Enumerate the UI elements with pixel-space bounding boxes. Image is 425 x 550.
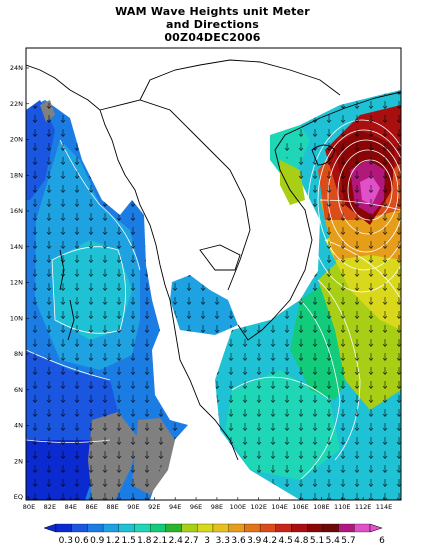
- lon-tick-label: 84E: [65, 503, 77, 511]
- colorbar-label: 1.2: [106, 536, 120, 546]
- lat-tick-label: 4N: [14, 422, 23, 430]
- colorbar-swatch: [134, 523, 151, 533]
- lon-tick-label: 94E: [169, 503, 181, 511]
- colorbar-swatch: [259, 523, 276, 533]
- lat-tick-label: 14N: [10, 243, 23, 251]
- colorbar-swatch: [307, 523, 324, 533]
- lat-tick-label: 18N: [10, 171, 23, 179]
- colorbar-label: 1.5: [121, 536, 135, 546]
- colorbar-swatch: [354, 523, 371, 533]
- lon-tick-label: 92E: [148, 503, 160, 511]
- lat-tick-label: 24N: [10, 64, 23, 72]
- lon-tick-label: 98E: [211, 503, 223, 511]
- map-title-date: 00Z04DEC2006: [164, 31, 261, 44]
- lon-tick-label: 88E: [106, 503, 118, 511]
- colorbar-swatch: [244, 523, 261, 533]
- colorbar-label: 4.5: [278, 536, 292, 546]
- lon-tick-label: 80E: [23, 503, 35, 511]
- lon-tick-label: 96E: [190, 503, 202, 511]
- lon-tick-label: 112E: [355, 503, 372, 511]
- colorbar-label: 4.2: [263, 536, 277, 546]
- lat-tick-label: 16N: [10, 207, 23, 215]
- coastlines: [26, 59, 401, 461]
- colorbar-swatch: [322, 523, 339, 533]
- colorbar-label: 0.3: [59, 536, 73, 546]
- lon-tick-label: 108E: [313, 503, 330, 511]
- colorbar-label: 2.7: [184, 536, 198, 546]
- colorbar-label: 6: [379, 536, 385, 546]
- colorbar-swatch: [87, 523, 104, 533]
- colorbar-swatch: [181, 523, 198, 533]
- colorbar-swatch: [291, 523, 308, 533]
- colorbar-swatch: [55, 523, 72, 533]
- lat-tick-label: 8N: [14, 350, 23, 358]
- lat-tick-label: 12N: [10, 279, 23, 287]
- colorbar-label: 3.6: [231, 536, 246, 546]
- map-title-line2: and Directions: [165, 18, 260, 31]
- colorbar-label: 5.7: [341, 536, 355, 546]
- colorbar-label: 1.8: [137, 536, 152, 546]
- lon-tick-label: 90E: [127, 503, 139, 511]
- map-frame: [25, 47, 402, 501]
- colorbar-high-arrow: [369, 523, 383, 533]
- colorbar: 0.3 0.6 0.9 1.2 1.5 1.8 2.1 2.4 2.7 3 3.3 3.6 3.9 4.2…: [43, 523, 385, 546]
- wave-field: [26, 59, 401, 500]
- lon-tick-label: 82E: [44, 503, 56, 511]
- colorbar-label: 3: [204, 536, 210, 546]
- colorbar-swatch: [102, 523, 119, 533]
- lon-tick-label: 114E: [376, 503, 393, 511]
- colorbar-label: 5.1: [310, 536, 324, 546]
- colorbar-swatch: [165, 523, 182, 533]
- lon-tick-label: 106E: [292, 503, 309, 511]
- lon-tick-label: 100E: [230, 503, 247, 511]
- colorbar-label: 3.3: [216, 536, 230, 546]
- colorbar-swatch: [338, 523, 355, 533]
- map-title-line1: WAM Wave Heights unit Meter: [115, 5, 310, 18]
- lat-tick-label: 6N: [14, 386, 23, 394]
- lat-tick-label: 22N: [10, 100, 23, 108]
- lon-tick-label: 102E: [250, 503, 267, 511]
- lat-tick-label: 10N: [10, 314, 23, 322]
- lat-tick-label: 2N: [14, 457, 23, 465]
- colorbar-swatch: [228, 523, 245, 533]
- lon-tick-label: 86E: [85, 503, 97, 511]
- lon-tick-label: 110E: [334, 503, 351, 511]
- colorbar-swatch: [197, 523, 214, 533]
- longitude-axis: 80E 82E 84E 86E 88E 90E 92E 94E 96E 98E 100E 102E 10…: [23, 497, 392, 511]
- colorbar-label: 4.8: [294, 536, 309, 546]
- lon-tick-label: 104E: [271, 503, 288, 511]
- colorbar-label: 0.6: [74, 536, 89, 546]
- colorbar-swatch: [212, 523, 229, 533]
- colorbar-label: 2.1: [153, 536, 167, 546]
- colorbar-label: 3.9: [247, 536, 262, 546]
- latitude-axis: 24N 22N 20N 18N 16N 14N 12N 10N 8N 6N 4N 2N EQ: [10, 64, 29, 501]
- colorbar-low-arrow: [43, 523, 57, 533]
- colorbar-label: 2.4: [169, 536, 184, 546]
- colorbar-swatch: [71, 523, 88, 533]
- colorbar-swatch: [118, 523, 135, 533]
- colorbar-swatch: [150, 523, 167, 533]
- colorbar-label: 0.9: [90, 536, 105, 546]
- colorbar-label: 5.4: [326, 536, 341, 546]
- colorbar-swatch: [275, 523, 292, 533]
- lat-tick-label: EQ: [14, 493, 23, 501]
- lat-tick-label: 20N: [10, 136, 23, 144]
